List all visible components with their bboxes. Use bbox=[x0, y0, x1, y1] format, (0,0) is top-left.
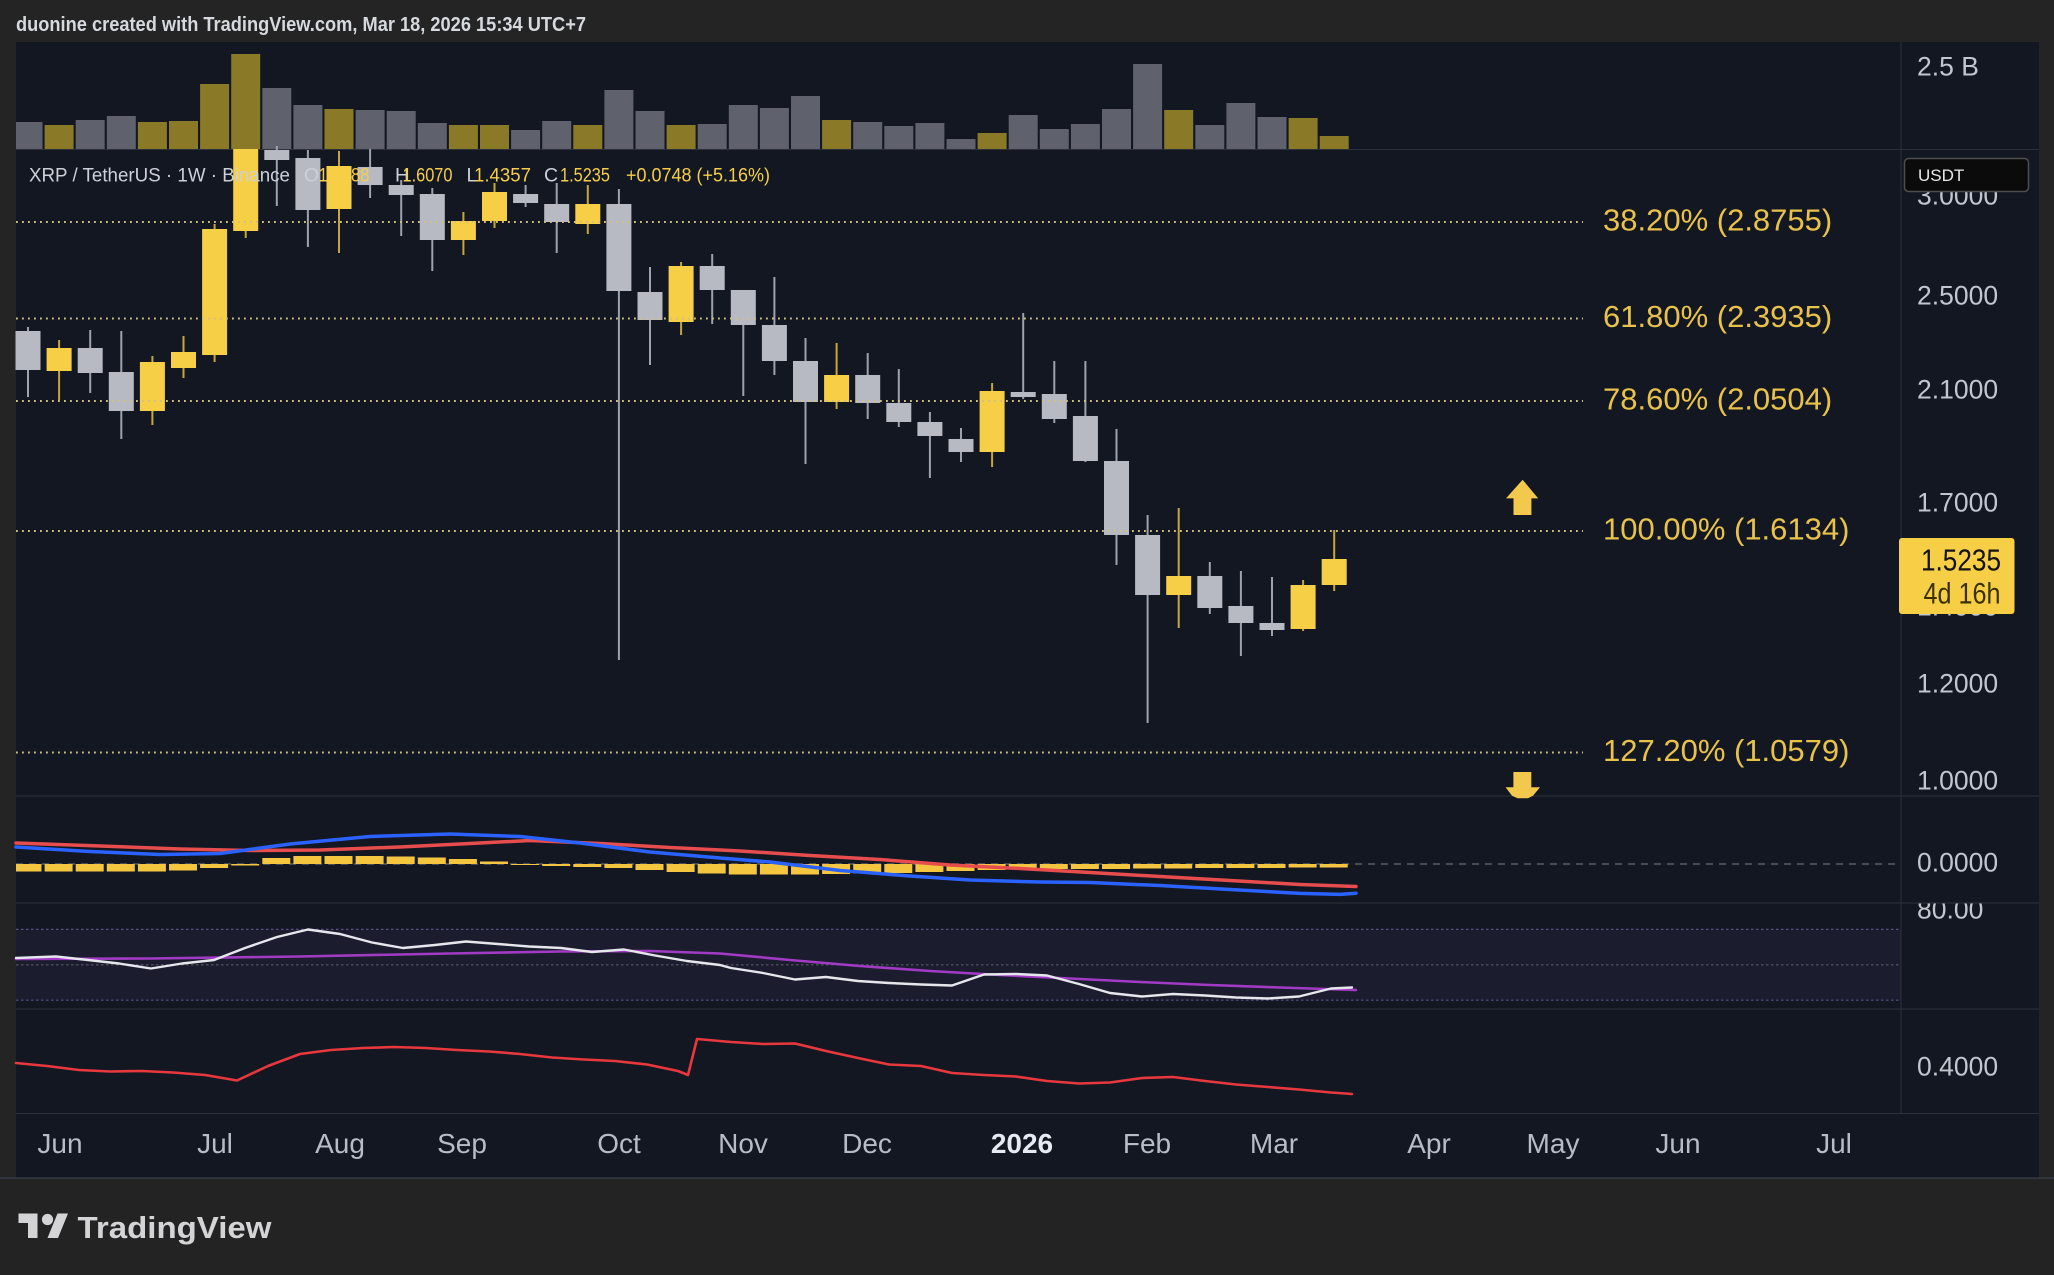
svg-text:XRP / TetherUS · 1W · Binance: XRP / TetherUS · 1W · Binance bbox=[29, 165, 290, 187]
svg-text:1.4488: 1.4488 bbox=[319, 165, 370, 187]
svg-text:Jul: Jul bbox=[197, 1128, 233, 1159]
svg-text:1.5235: 1.5235 bbox=[560, 165, 610, 187]
svg-text:Apr: Apr bbox=[1407, 1128, 1451, 1159]
svg-text:May: May bbox=[1527, 1128, 1580, 1159]
svg-text:0.4000: 0.4000 bbox=[1917, 1052, 1998, 1082]
svg-text:O: O bbox=[304, 165, 319, 187]
svg-text:Nov: Nov bbox=[718, 1128, 768, 1159]
svg-text:+0.0748 (+5.16%): +0.0748 (+5.16%) bbox=[626, 165, 770, 187]
svg-text:duonine created with TradingVi: duonine created with TradingView.com, Ma… bbox=[16, 14, 586, 36]
svg-text:TradingView: TradingView bbox=[78, 1210, 273, 1245]
svg-text:Jun: Jun bbox=[1655, 1128, 1700, 1159]
svg-text:Feb: Feb bbox=[1123, 1128, 1171, 1159]
svg-text:127.20% (1.0579): 127.20% (1.0579) bbox=[1603, 733, 1849, 768]
svg-text:78.60% (2.0504): 78.60% (2.0504) bbox=[1603, 382, 1832, 417]
svg-text:Oct: Oct bbox=[597, 1128, 641, 1159]
svg-text:Dec: Dec bbox=[842, 1128, 892, 1159]
svg-text:2.5 B: 2.5 B bbox=[1917, 52, 1979, 82]
svg-text:2.1000: 2.1000 bbox=[1917, 375, 1998, 405]
svg-text:Jul: Jul bbox=[1816, 1128, 1852, 1159]
svg-text:1.2000: 1.2000 bbox=[1917, 669, 1998, 699]
svg-text:100.00% (1.6134): 100.00% (1.6134) bbox=[1603, 512, 1849, 547]
svg-text:2026: 2026 bbox=[991, 1128, 1053, 1159]
svg-text:L: L bbox=[467, 165, 478, 187]
svg-text:Mar: Mar bbox=[1250, 1128, 1298, 1159]
svg-text:80.00: 80.00 bbox=[1917, 895, 1983, 925]
svg-text:1.5235: 1.5235 bbox=[1921, 543, 2001, 578]
svg-text:2.5000: 2.5000 bbox=[1917, 281, 1998, 311]
svg-text:USDT: USDT bbox=[1918, 166, 1964, 185]
svg-text:Sep: Sep bbox=[437, 1128, 487, 1159]
svg-text:1.7000: 1.7000 bbox=[1917, 488, 1998, 518]
svg-text:0.0000: 0.0000 bbox=[1917, 848, 1998, 878]
svg-text:1.0000: 1.0000 bbox=[1917, 766, 1998, 796]
svg-text:1.4357: 1.4357 bbox=[474, 165, 531, 187]
svg-text:1.6070: 1.6070 bbox=[403, 165, 453, 187]
svg-text:61.80% (2.3935): 61.80% (2.3935) bbox=[1603, 299, 1832, 334]
svg-text:4d 16h: 4d 16h bbox=[1924, 578, 2001, 611]
svg-text:Aug: Aug bbox=[315, 1128, 365, 1159]
svg-text:Jun: Jun bbox=[37, 1128, 82, 1159]
svg-text:C: C bbox=[544, 165, 558, 187]
svg-text:38.20% (2.8755): 38.20% (2.8755) bbox=[1603, 203, 1832, 238]
svg-text:H: H bbox=[395, 165, 409, 187]
